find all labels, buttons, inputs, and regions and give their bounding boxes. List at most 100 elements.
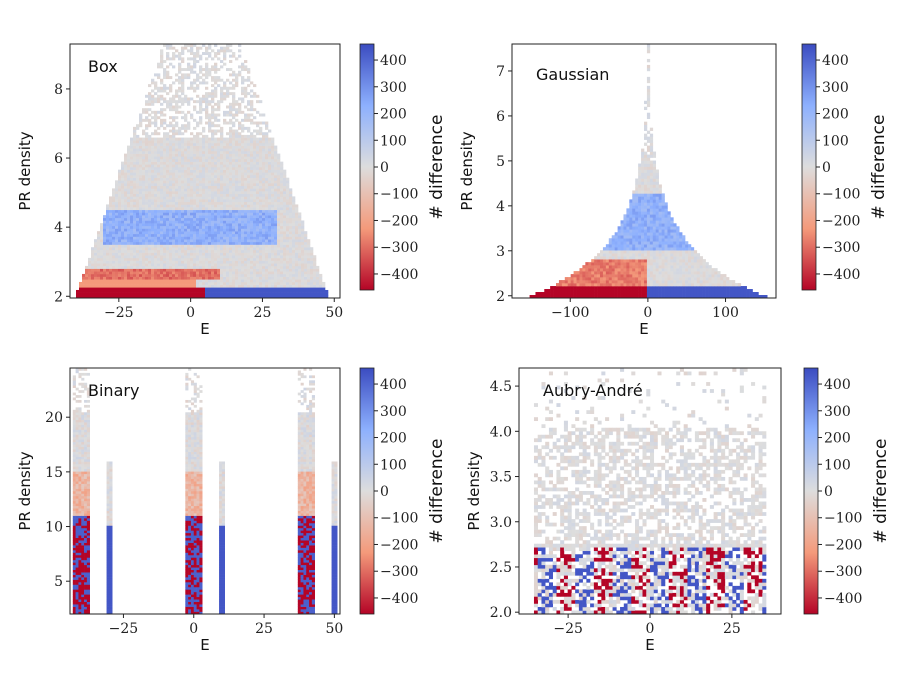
- heatmap-cell: [241, 196, 245, 200]
- heatmap-cell: [106, 236, 110, 240]
- heatmap-cell: [199, 268, 203, 272]
- heatmap-cell: [253, 287, 257, 291]
- heatmap-cell: [576, 283, 580, 287]
- heatmap-cell: [166, 279, 170, 283]
- heatmap-cell: [244, 273, 248, 277]
- heatmap-cell: [154, 236, 158, 240]
- heatmap-cell: [271, 244, 275, 248]
- heatmap-cell: [130, 260, 134, 264]
- heatmap-cell: [283, 220, 287, 224]
- heatmap-cell: [163, 236, 167, 240]
- heatmap-cell: [130, 193, 134, 197]
- heatmap-cell: [223, 252, 227, 256]
- heatmap-cell: [106, 244, 110, 248]
- heatmap-cell: [82, 287, 86, 291]
- heatmap-cell: [247, 239, 251, 243]
- heatmap-cell: [235, 175, 239, 178]
- heatmap-cell: [211, 142, 215, 146]
- heatmap-cell: [241, 68, 245, 72]
- heatmap-cell: [190, 241, 194, 245]
- heatmap-cell: [232, 212, 236, 216]
- heatmap-cell: [298, 260, 302, 264]
- heatmap-cell: [136, 241, 140, 245]
- heatmap-cell: [271, 255, 275, 259]
- heatmap-cell: [133, 129, 137, 133]
- heatmap-cell: [235, 209, 239, 213]
- heatmap-cell: [121, 177, 125, 181]
- heatmap-cell: [256, 121, 260, 125]
- heatmap-cell: [283, 207, 287, 211]
- heatmap-cell: [322, 295, 326, 299]
- heatmap-cell: [175, 225, 179, 229]
- heatmap-cell: [301, 263, 305, 267]
- heatmap-cell: [199, 183, 203, 186]
- heatmap-cell: [211, 169, 215, 173]
- heatmap-cell: [262, 279, 266, 283]
- heatmap-cell: [175, 100, 179, 104]
- heatmap-cell: [178, 70, 182, 74]
- heatmap-cell: [268, 233, 272, 237]
- heatmap-cell: [187, 110, 191, 114]
- heatmap-cell: [181, 271, 185, 275]
- heatmap-cell: [160, 57, 164, 61]
- heatmap-cell: [214, 175, 218, 178]
- heatmap-cell: [262, 233, 266, 237]
- heatmap-cell: [163, 241, 167, 245]
- colorbar-tick-label: 100: [380, 133, 407, 149]
- heatmap-cell: [181, 223, 185, 227]
- heatmap-cell: [573, 292, 577, 296]
- heatmap-cell: [271, 145, 275, 149]
- heatmap-cell: [106, 217, 110, 221]
- heatmap-cell: [244, 209, 248, 213]
- heatmap-cell: [157, 153, 161, 157]
- heatmap-cell: [271, 166, 275, 170]
- heatmap-cell: [229, 287, 233, 291]
- heatmap-cell: [238, 161, 242, 165]
- heatmap-cell: [136, 212, 140, 216]
- heatmap-cell: [602, 265, 607, 269]
- heatmap-cell: [184, 145, 188, 149]
- heatmap-cell: [154, 244, 158, 248]
- heatmap-cell: [175, 110, 179, 114]
- heatmap-cell: [190, 247, 194, 251]
- heatmap-cell: [556, 292, 560, 296]
- heatmap-cell: [187, 126, 191, 130]
- heatmap-cell: [202, 180, 206, 184]
- heatmap-cell: [211, 215, 215, 219]
- heatmap-cell: [151, 265, 155, 269]
- heatmap-cell: [307, 295, 311, 299]
- heatmap-cell: [127, 204, 131, 208]
- heatmap-cell: [268, 265, 272, 269]
- heatmap-cell: [553, 295, 557, 299]
- heatmap-cell: [145, 273, 149, 277]
- heatmap-cell: [238, 279, 242, 283]
- heatmap-cell: [256, 156, 260, 160]
- heatmap-cell: [229, 177, 233, 181]
- heatmap-cell: [253, 164, 257, 168]
- heatmap-cell: [241, 86, 245, 90]
- heatmap-cell: [112, 241, 116, 245]
- heatmap-cell: [94, 244, 98, 248]
- heatmap-cell: [211, 92, 215, 96]
- heatmap-cell: [151, 199, 155, 203]
- heatmap-cell: [256, 233, 260, 237]
- heatmap-cell: [160, 231, 164, 235]
- heatmap-cell: [274, 158, 278, 162]
- heatmap-cell: [280, 292, 284, 296]
- heatmap-cell: [97, 289, 101, 293]
- heatmap-cell: [151, 281, 155, 285]
- heatmap-cell: [235, 158, 239, 162]
- heatmap-cell: [130, 233, 134, 237]
- heatmap-cell: [253, 233, 257, 237]
- heatmap-cell: [259, 156, 263, 160]
- heatmap-cell: [202, 134, 206, 138]
- heatmap-cell: [157, 161, 161, 165]
- heatmap-cell: [112, 217, 116, 221]
- heatmap-cell: [166, 255, 170, 259]
- heatmap-cell: [262, 134, 266, 138]
- heatmap-cell: [157, 252, 161, 256]
- heatmap-cell: [265, 126, 269, 130]
- heatmap-cell: [151, 132, 155, 136]
- heatmap-cell: [611, 292, 615, 296]
